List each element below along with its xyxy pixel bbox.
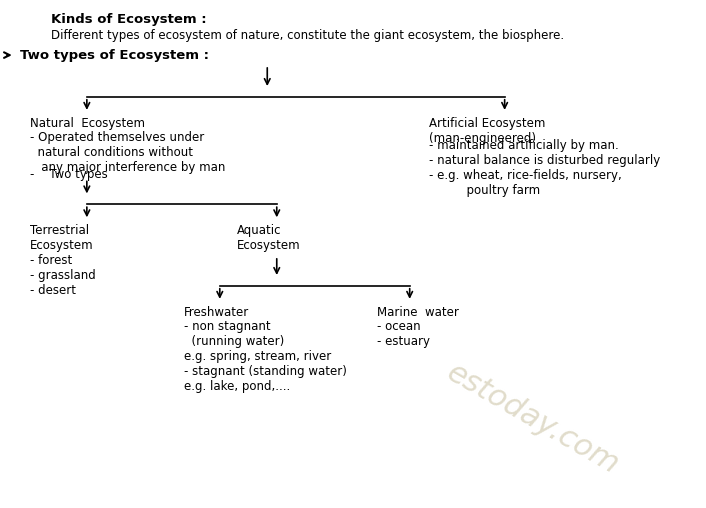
Text: Natural  Ecosystem: Natural Ecosystem [30, 117, 145, 130]
Text: -    Two types: - Two types [30, 169, 107, 181]
Text: - ocean
- estuary: - ocean - estuary [378, 320, 431, 347]
Text: Kinds of Ecosystem :: Kinds of Ecosystem : [51, 13, 206, 26]
Text: Two types of Ecosystem :: Two types of Ecosystem : [20, 49, 210, 62]
Text: Aquatic
Ecosystem: Aquatic Ecosystem [237, 224, 301, 252]
Text: Artificial Ecosystem
(man-engineered): Artificial Ecosystem (man-engineered) [429, 117, 545, 145]
Text: - maintained artificially by man.
- natural balance is disturbed regularly
- e.g: - maintained artificially by man. - natu… [429, 139, 660, 197]
Text: estoday.com: estoday.com [442, 358, 624, 480]
Text: - Operated themselves under
  natural conditions without
   any major interferen: - Operated themselves under natural cond… [30, 131, 225, 174]
Text: - non stagnant
  (running water)
e.g. spring, stream, river
- stagnant (standing: - non stagnant (running water) e.g. spri… [184, 320, 347, 393]
Text: Marine  water: Marine water [378, 306, 460, 319]
Text: Terrestrial
Ecosystem
- forest
- grassland
- desert: Terrestrial Ecosystem - forest - grassla… [30, 224, 95, 297]
Text: Different types of ecosystem of nature, constitute the giant ecosystem, the bios: Different types of ecosystem of nature, … [51, 29, 564, 42]
Text: Freshwater: Freshwater [184, 306, 249, 319]
